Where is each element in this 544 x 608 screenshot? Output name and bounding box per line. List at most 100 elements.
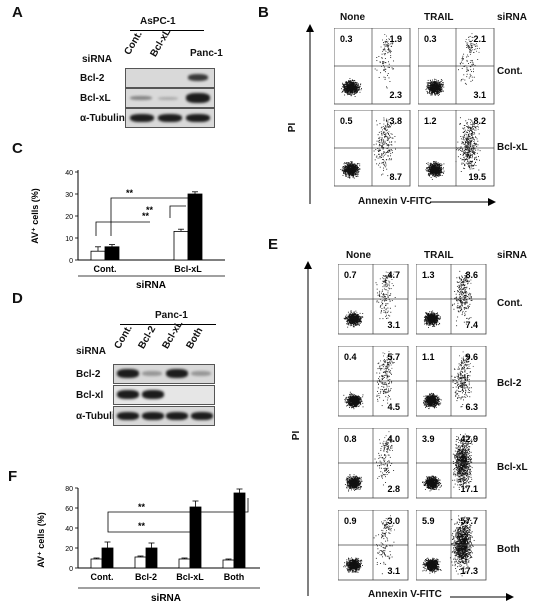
quadrant-upper-right: 8.6 [465,270,478,280]
panel-b-label: B [258,4,269,21]
y-tick-label: 10 [65,236,73,243]
panel-e-row-both: Both [497,544,520,555]
quadrant-upper-left: 0.7 [344,270,357,280]
flow-dot-plot: 0.4 5.7 4.5 [338,346,409,417]
quadrant-upper-left: 1.1 [422,352,435,362]
panel-d-row-bclxl: Bcl-xl [76,390,104,401]
category-label: Bcl-xL [174,264,202,274]
quadrant-lower-right: 2.8 [387,484,400,494]
quadrant-upper-right: 5.7 [387,352,400,362]
blot-d-bcl2 [113,364,215,384]
quadrant-lower-right: 17.3 [460,566,478,576]
flow-dot-plot: 1.2 8.2 19.5 [418,110,495,187]
panel-b-xlabel: Annexin V-FITC [358,196,432,207]
panel-d-cellline: Panc-1 [155,310,188,321]
quadrant-upper-right: 1.9 [389,34,402,44]
y-tick-label: 0 [69,258,73,265]
quadrant-lower-right: 17.1 [460,484,478,494]
flow-dot-plot: 0.3 1.9 2.3 [334,28,411,105]
quadrant-lower-right: 8.7 [389,172,402,182]
panel-f-label: F [8,468,18,485]
quadrant-upper-left: 1.3 [422,270,435,280]
category-label: Bcl-2 [135,572,157,582]
panel-a-row-bclxl: Bcl-xL [80,93,111,104]
quadrant-upper-right: 3.8 [389,116,402,126]
y-tick-label: 0 [69,566,73,573]
y-tick-label: 60 [65,506,73,513]
quadrant-upper-right: 4.7 [387,270,400,280]
panel-e-row-bclxl: Bcl-xL [497,462,528,473]
panel-c-sig-line-1 [95,221,150,236]
quadrant-upper-right: 9.6 [465,352,478,362]
panel-f-chart: AV⁺ cells (%) 0 20 40 60 80 ** ** Cont. Bcl-2… [36,486,260,604]
panel-b-axes [306,24,496,206]
panel-f-sig-1: ** [138,502,146,512]
panel-b-row-cont: Cont. [497,66,523,77]
quadrant-lower-right: 7.4 [465,320,478,330]
panel-a-lane-cont: Cont. [122,29,145,57]
bar [134,556,147,569]
panel-d-lane-cont: Cont. [112,323,135,351]
bar [90,558,103,569]
quadrant-upper-left: 0.8 [344,434,357,444]
panel-a-row-tubulin: α-Tubulin [80,113,125,124]
panel-d-row-bcl2: Bcl-2 [76,369,101,380]
panel-e-row-cont: Cont. [497,298,523,309]
panel-f-sig-line-1 [107,498,249,518]
bar [101,547,114,569]
y-tick-label: 80 [65,486,73,493]
panel-a-label: A [12,4,23,21]
blot-a-bclxl [125,88,215,108]
quadrant-upper-left: 0.5 [340,116,353,126]
y-tick-label: 40 [65,170,73,177]
flow-dot-plot: 0.7 4.7 3.1 [338,264,409,335]
flow-dot-plot: 5.9 57.7 17.3 [416,510,487,581]
panel-b-x-arrow-icon [488,198,496,206]
bar [145,547,158,569]
blot-d-tubulin [113,406,215,426]
bar [90,250,106,261]
panel-e-x-arrow-icon [506,593,514,601]
quadrant-upper-right: 2.1 [473,34,486,44]
panel-b-col-trail: TRAIL [424,12,454,23]
quadrant-lower-right: 3.1 [473,90,486,100]
flow-dot-plot: 0.8 4.0 2.8 [338,428,409,499]
category-label: Cont. [91,572,114,582]
quadrant-upper-left: 1.2 [424,116,437,126]
bar [189,506,202,569]
quadrant-upper-right: 42.9 [460,434,478,444]
panel-e-col-trail: TRAIL [424,250,454,261]
bar [178,558,191,569]
blot-a-bcl2 [125,68,215,88]
panel-e-xlabel: Annexin V-FITC [368,589,442,600]
panel-e-label: E [268,236,279,253]
quadrant-upper-right: 3.0 [387,516,400,526]
panel-d-lane-both: Both [184,325,206,351]
panel-d-cellline-line [120,324,216,325]
panel-d-label: D [12,290,23,307]
flow-dot-plot: 3.9 42.9 17.1 [416,428,487,499]
panel-a-lane-bclxl: Bcl-xL [148,27,174,59]
category-label: Bcl-xL [176,572,204,582]
panel-c-sig-line-2 [110,197,196,236]
quadrant-lower-right: 3.1 [387,320,400,330]
panel-c-ylabel: AV⁺ cells (%) [30,188,40,244]
quadrant-lower-right: 4.5 [387,402,400,412]
panel-e-sirna-label: siRNA [497,250,528,261]
panel-d-row-tubulin: α-Tubulin [76,411,121,422]
panel-e-row-bcl2: Bcl-2 [497,378,522,389]
bar [222,559,235,569]
panel-f-xlabel: siRNA [151,593,181,604]
panel-b-sirna-label: siRNA [497,12,528,23]
panel-c-chart: AV⁺ cells (%) 0 10 20 30 40 ** ** ** Cont. Bc… [30,170,225,291]
bar [104,246,120,261]
panel-a-lane-panc1: Panc-1 [190,48,223,59]
panel-e-axes [304,261,514,601]
panel-d-sirna-label: siRNA [76,346,107,357]
panel-b-ylabel: PI [287,122,299,133]
category-label: Both [224,572,245,582]
panel-c-xlabel: siRNA [136,280,166,291]
panel-f-ylabel: AV⁺ cells (%) [36,512,46,568]
blot-d-bclxl [113,385,215,405]
panel-a-cellline-line [130,30,204,31]
